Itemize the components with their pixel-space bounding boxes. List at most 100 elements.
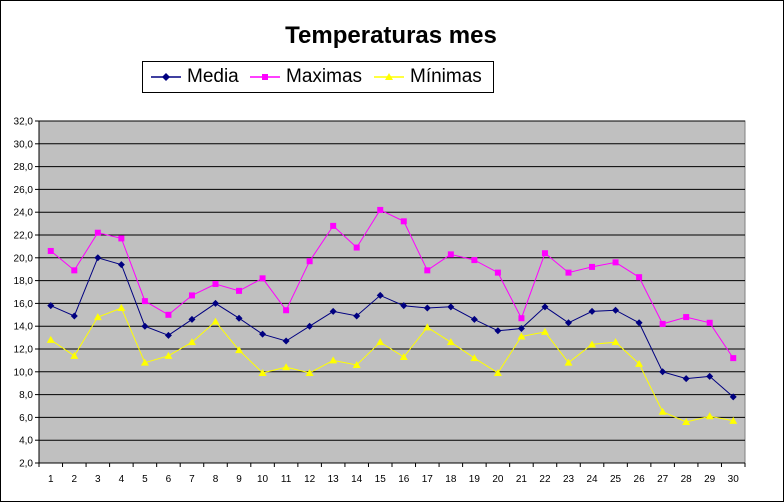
y-tick-label: 26,0	[14, 185, 34, 196]
x-tick-label: 15	[375, 474, 387, 485]
data-point-media	[682, 375, 690, 383]
x-tick-label: 18	[445, 474, 457, 485]
y-tick-label: 12,0	[14, 345, 34, 356]
y-tick-label: 22,0	[14, 231, 34, 242]
data-point-maximas	[141, 298, 148, 305]
data-point-mnimas	[399, 352, 408, 360]
data-point-maximas	[94, 229, 101, 236]
data-point-media	[612, 306, 620, 314]
data-point-mnimas	[70, 351, 79, 359]
x-tick-label: 14	[351, 474, 363, 485]
data-point-maximas	[118, 235, 125, 242]
data-point-maximas	[353, 244, 360, 251]
data-point-media	[565, 319, 572, 327]
data-point-media	[588, 307, 596, 315]
x-tick-label: 3	[95, 474, 101, 485]
data-point-media	[353, 312, 361, 320]
data-point-maximas	[659, 320, 666, 327]
x-tick-label: 23	[563, 474, 575, 485]
data-point-maximas	[47, 247, 54, 254]
data-point-maximas	[494, 269, 501, 276]
data-point-mnimas	[93, 313, 102, 321]
data-point-media	[94, 254, 102, 262]
data-point-mnimas	[140, 358, 149, 366]
y-tick-label: 8,0	[19, 390, 33, 401]
data-point-mnimas	[611, 338, 620, 346]
x-tick-label: 8	[213, 474, 219, 485]
data-point-maximas	[541, 250, 548, 257]
data-point-maximas	[400, 218, 407, 225]
data-point-maximas	[589, 263, 596, 270]
data-point-media	[259, 330, 267, 338]
legend-item-minimas: Mínimas	[374, 62, 482, 92]
x-tick-label: 6	[166, 474, 172, 485]
x-tick-label: 20	[492, 474, 504, 485]
data-point-media	[541, 303, 549, 311]
data-point-mnimas	[682, 417, 691, 425]
data-point-media	[70, 312, 78, 320]
data-point-media	[212, 299, 219, 307]
data-point-mnimas	[352, 360, 361, 368]
data-point-mnimas	[588, 340, 597, 348]
legend-label-maximas: Maximas	[286, 66, 363, 87]
x-tick-label: 12	[304, 474, 316, 485]
data-point-maximas	[306, 258, 313, 265]
data-point-maximas	[330, 222, 337, 229]
legend-item-maximas: Maximas	[250, 62, 362, 92]
x-tick-label: 22	[539, 474, 551, 485]
data-point-maximas	[188, 292, 195, 299]
data-point-mnimas	[258, 368, 267, 376]
data-point-mnimas	[305, 368, 314, 376]
x-tick-label: 16	[398, 474, 410, 485]
plot-background	[38, 120, 746, 464]
data-point-media	[517, 324, 525, 332]
data-point-media	[188, 315, 196, 323]
x-tick-label: 27	[657, 474, 669, 485]
data-point-media	[494, 327, 502, 335]
data-point-media	[659, 368, 667, 376]
data-point-mnimas	[564, 358, 573, 366]
legend-label-media: Media	[187, 66, 239, 87]
x-tick-label: 2	[72, 474, 78, 485]
data-point-mnimas	[729, 416, 738, 424]
x-tick-label: 17	[422, 474, 434, 485]
data-point-media	[706, 372, 714, 380]
y-tick-label: 14,0	[14, 322, 34, 333]
data-point-media	[376, 291, 384, 299]
data-point-media	[400, 302, 408, 310]
data-point-mnimas	[517, 332, 526, 340]
x-tick-label: 13	[328, 474, 340, 485]
data-point-maximas	[683, 314, 690, 321]
data-point-mnimas	[235, 346, 244, 354]
data-point-media	[635, 319, 643, 327]
data-point-maximas	[424, 267, 431, 274]
x-tick-label: 21	[516, 474, 528, 485]
x-tick-label: 24	[586, 474, 598, 485]
data-point-maximas	[730, 355, 737, 362]
data-point-maximas	[236, 287, 243, 294]
data-point-media	[306, 322, 314, 330]
x-tick-label: 19	[469, 474, 481, 485]
data-point-mnimas	[658, 407, 667, 415]
x-tick-label: 30	[728, 474, 740, 485]
data-point-maximas	[71, 267, 78, 274]
data-point-mnimas	[376, 338, 385, 346]
data-point-maximas	[565, 269, 572, 276]
y-tick-label: 32,0	[14, 117, 34, 128]
data-point-maximas	[447, 251, 454, 258]
x-tick-label: 4	[119, 474, 125, 485]
data-point-mnimas	[329, 356, 338, 364]
data-point-mnimas	[282, 363, 291, 371]
x-tick-label: 9	[236, 474, 242, 485]
data-point-media	[164, 331, 172, 339]
data-point-mnimas	[211, 317, 220, 325]
data-point-maximas	[518, 315, 525, 322]
data-point-media	[329, 307, 337, 315]
legend-swatch-media	[151, 73, 181, 81]
series-line-media	[50, 257, 734, 398]
data-point-mnimas	[493, 368, 502, 376]
data-point-media	[47, 302, 55, 310]
x-tick-label: 28	[681, 474, 693, 485]
y-tick-label: 16,0	[14, 299, 34, 310]
legend-label-minimas: Mínimas	[410, 66, 482, 87]
